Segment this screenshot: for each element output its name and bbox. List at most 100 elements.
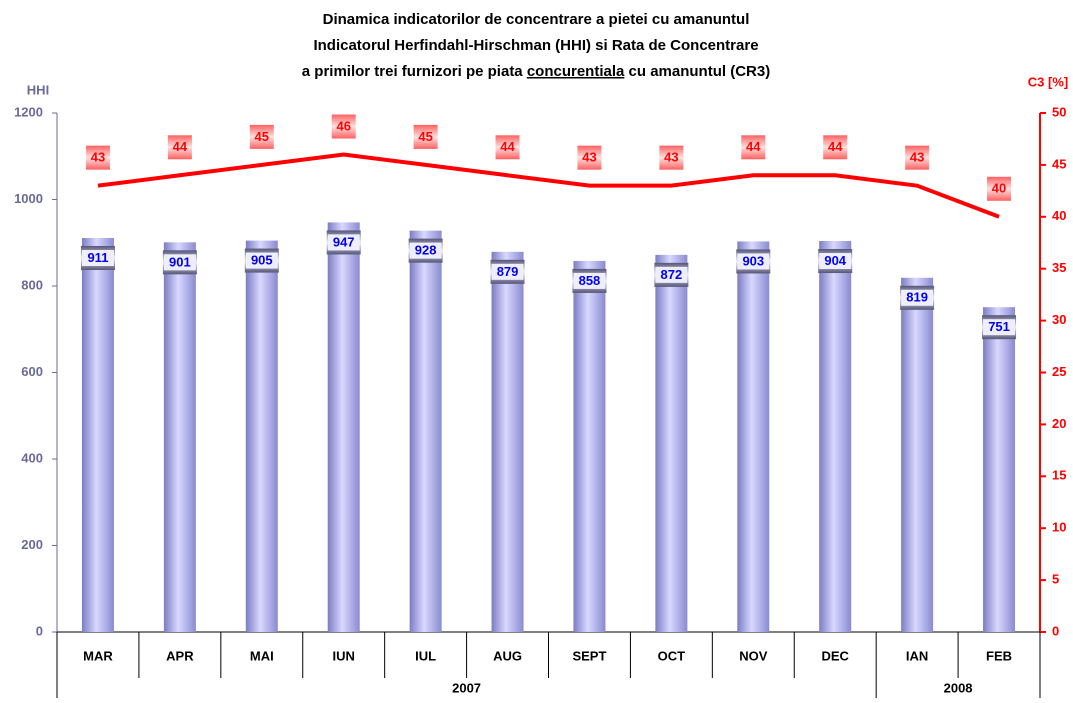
bar-value-label: 903 <box>742 253 764 268</box>
x-tick-label: IUL <box>415 648 436 663</box>
bar-value-label: 819 <box>906 290 928 305</box>
bar-value-label: 947 <box>333 234 355 249</box>
bar-label-bg <box>983 319 1016 336</box>
line-label-box <box>167 135 192 160</box>
line-label-box <box>987 176 1012 201</box>
bar-value-label: 879 <box>497 264 519 279</box>
y2-tick-label: 0 <box>1052 623 1059 638</box>
x-tick-label: IAN <box>906 648 928 663</box>
bar-value-label: 872 <box>661 267 683 282</box>
line-value-label: 43 <box>582 150 596 165</box>
line-label-box <box>413 124 438 149</box>
line-value-label: 44 <box>173 139 188 154</box>
bar-value-label: 905 <box>251 253 273 268</box>
bar <box>737 241 770 632</box>
y2-tick-label: 10 <box>1052 520 1066 535</box>
line-value-label: 44 <box>500 139 515 154</box>
y-tick-label: 400 <box>21 450 43 465</box>
line-value-label: 45 <box>418 129 432 144</box>
y2-tick-label: 5 <box>1052 572 1059 587</box>
bar-label-bg <box>819 253 852 270</box>
y2-tick-label: 20 <box>1052 416 1066 431</box>
title-part: cu amanuntul (CR3) <box>629 63 771 80</box>
bar <box>901 277 934 632</box>
line-label-box <box>331 114 356 139</box>
line-label-box <box>823 135 848 160</box>
bar-value-label: 858 <box>579 273 601 288</box>
y2-tick-label: 50 <box>1052 104 1066 119</box>
y-tick-label: 1200 <box>14 104 43 119</box>
bar <box>81 237 114 632</box>
y2-tick-label: 45 <box>1052 156 1066 171</box>
x-tick-label: DEC <box>821 648 849 663</box>
bar-label-bg <box>409 242 442 259</box>
line-value-label: 43 <box>664 150 678 165</box>
bar-label-bg <box>245 252 278 269</box>
bar-label-bg <box>655 266 688 283</box>
bar-label-bg <box>327 234 360 251</box>
bar <box>819 241 852 632</box>
line-label-box <box>905 145 930 170</box>
bar-value-label: 928 <box>415 243 437 258</box>
bar-label-bg <box>81 249 114 266</box>
x-tick-label: APR <box>166 648 194 663</box>
line-label-box <box>741 135 766 160</box>
bar <box>327 222 360 633</box>
bar <box>983 307 1016 632</box>
title-part: a primilor trei furnizori pe piata <box>302 63 524 80</box>
x-tick-label: MAI <box>250 648 274 663</box>
x-tick-label: NOV <box>739 648 768 663</box>
line-label-box <box>577 145 602 170</box>
line-label-box <box>249 124 274 149</box>
y2-tick-label: 25 <box>1052 364 1066 379</box>
x-tick-label: FEB <box>986 648 1012 663</box>
bar <box>245 240 278 632</box>
bar <box>491 251 524 632</box>
y-tick-label: 200 <box>21 537 43 552</box>
x-tick-label: OCT <box>658 648 686 663</box>
line-value-label: 44 <box>746 139 761 154</box>
y-tick-label: 600 <box>21 364 43 379</box>
bar-value-label: 751 <box>988 319 1010 334</box>
bar-label-bg <box>491 263 524 280</box>
y2-tick-label: 30 <box>1052 312 1066 327</box>
line-value-label: 44 <box>828 139 843 154</box>
y-tick-label: 800 <box>21 277 43 292</box>
line-value-label: 45 <box>255 129 269 144</box>
y-tick-label: 0 <box>36 623 43 638</box>
line <box>97 152 1000 219</box>
y2-tick-label: 35 <box>1052 260 1066 275</box>
y2-axis-title: C3 [%] <box>1028 74 1068 89</box>
chart-title: a primilor trei furnizori pe piata concu… <box>302 63 770 80</box>
bar-value-label: 901 <box>169 254 191 269</box>
year-label: 2007 <box>452 680 481 695</box>
bar <box>409 230 442 632</box>
x-tick-label: IUN <box>333 648 355 663</box>
x-tick-label: AUG <box>493 648 522 663</box>
bar-value-label: 911 <box>87 250 108 265</box>
line-value-label: 43 <box>910 150 924 165</box>
chart-title: Dinamica indicatorilor de concentrare a … <box>323 11 750 28</box>
y-axis-title: HHI <box>27 82 49 97</box>
bar-label-bg <box>573 272 606 289</box>
line-label-box <box>659 145 684 170</box>
bar-label-bg <box>163 254 196 271</box>
chart-title: Indicatorul Herfindahl-Hirschman (HHI) s… <box>313 37 758 54</box>
x-tick-label: MAR <box>83 648 113 663</box>
bar <box>573 260 606 632</box>
bar-label-bg <box>737 253 770 270</box>
line-label-box <box>495 135 520 160</box>
line-value-label: 46 <box>336 118 350 133</box>
line-value-label: 40 <box>992 181 1006 196</box>
bar-value-label: 904 <box>824 253 846 268</box>
line-label-box <box>85 145 110 170</box>
bar-label-bg <box>901 289 934 306</box>
y-tick-label: 1000 <box>14 191 43 206</box>
title-part: concurentiala <box>527 63 625 80</box>
year-label: 2008 <box>944 680 973 695</box>
x-tick-label: SEPT <box>572 648 606 663</box>
bar <box>163 242 196 632</box>
line-value-label: 43 <box>91 150 105 165</box>
y2-tick-label: 15 <box>1052 468 1066 483</box>
